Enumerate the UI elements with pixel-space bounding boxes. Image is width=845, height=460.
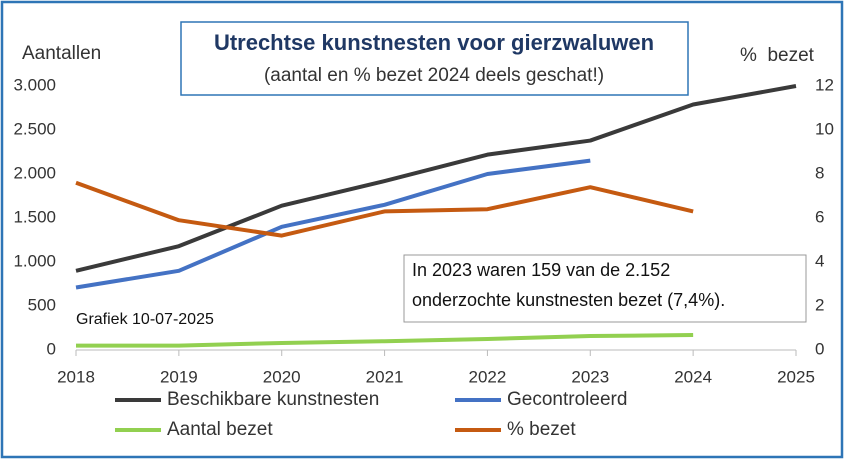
y-tick-label: 2.000 bbox=[13, 163, 56, 182]
annotation-box bbox=[403, 254, 807, 323]
x-tick-label: 2021 bbox=[366, 367, 404, 386]
x-tick-label: 2024 bbox=[674, 367, 712, 386]
y2-tick-label: 4 bbox=[815, 251, 824, 270]
x-tick-label: 2020 bbox=[263, 367, 301, 386]
y2-tick-label: 10 bbox=[815, 119, 834, 138]
series-line bbox=[75, 158, 591, 290]
legend-label: Gecontroleerd bbox=[507, 389, 627, 410]
y-axis-label: Aantallen bbox=[22, 43, 101, 64]
y-tick-label: 0 bbox=[47, 339, 56, 358]
chart-title: Utrechtse kunstnesten voor gierzwaluwen bbox=[214, 30, 654, 55]
y2-tick-label: 8 bbox=[815, 163, 824, 182]
y2-tick-label: 12 bbox=[815, 75, 834, 94]
y-tick-label: 1.000 bbox=[13, 251, 56, 270]
note: Grafiek 10-07-2025 bbox=[76, 311, 214, 328]
x-tick-label: 2018 bbox=[57, 367, 95, 386]
x-tick-label: 2022 bbox=[469, 367, 507, 386]
x-tick-label: 2023 bbox=[571, 367, 609, 386]
chart-subtitle: (aantal en % bezet 2024 deels geschat!) bbox=[264, 65, 604, 86]
y2-tick-label: 2 bbox=[815, 295, 824, 314]
legend-label: Aantal bezet bbox=[167, 419, 273, 440]
series-line bbox=[76, 333, 694, 348]
y-tick-label: 2.500 bbox=[13, 119, 56, 138]
y-tick-label: 3.000 bbox=[13, 75, 56, 94]
y2-tick-label: 0 bbox=[815, 339, 824, 358]
title-box bbox=[180, 21, 689, 96]
y2-axis-label: % bezet bbox=[740, 45, 815, 66]
x-tick-label: 2025 bbox=[777, 367, 815, 386]
annotation-line: In 2023 waren 159 van de 2.152 bbox=[412, 260, 670, 280]
legend-label: % bezet bbox=[507, 419, 576, 440]
annotation-line: onderzochte kunstnesten bezet (7,4%). bbox=[412, 290, 725, 310]
y2-tick-label: 6 bbox=[815, 207, 824, 226]
y-tick-label: 500 bbox=[28, 295, 56, 314]
x-tick-label: 2019 bbox=[160, 367, 198, 386]
y-tick-label: 1.500 bbox=[13, 207, 56, 226]
series-line bbox=[75, 180, 694, 238]
legend-label: Beschikbare kunstnesten bbox=[167, 389, 379, 410]
series-line bbox=[75, 84, 797, 273]
